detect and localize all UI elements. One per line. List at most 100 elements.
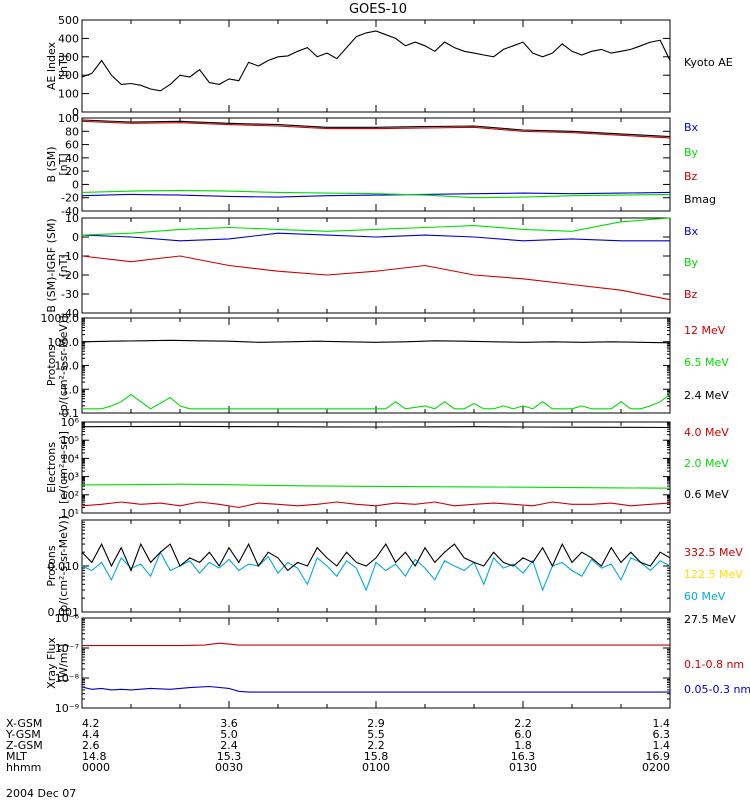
series-line: [81, 30, 671, 92]
legend-entry: Bz: [684, 288, 698, 301]
y-tick-label: 10¹: [61, 507, 79, 520]
y-tick-label: 1000.0: [41, 312, 80, 325]
y-axis-label-line: Protons: [45, 545, 58, 586]
ephemeris-value: 1.4: [653, 739, 671, 752]
series-line: [81, 119, 671, 138]
legend-entry: Bx: [684, 225, 699, 238]
series-line: [81, 120, 671, 139]
series-line: [81, 217, 671, 236]
ephemeris-value: 2.2: [367, 739, 385, 752]
ephemeris-value: 2.2: [514, 717, 532, 730]
y-axis-label-line: [nT]: [57, 254, 70, 276]
ephemeris-value: 5.0: [220, 728, 238, 741]
ephemeris-value: 0030: [215, 761, 243, 774]
legend-entry: By: [684, 256, 699, 269]
panel-frame: [81, 421, 671, 514]
y-tick-label: 10³: [61, 471, 79, 484]
y-axis-label-line: [nT]: [57, 55, 70, 77]
y-axis-label: Protons[p/(cm²-s-sr-MeV)]: [45, 316, 70, 416]
y-tick-label: 100.0: [48, 336, 80, 349]
legend-entry: 2.0 MeV: [684, 457, 729, 470]
legend-entry: Kyoto AE: [684, 56, 733, 69]
series-line: [81, 483, 671, 489]
ephemeris-value: 4.4: [82, 728, 100, 741]
series-line: [81, 501, 671, 509]
y-tick-label: 10⁻⁷: [55, 642, 79, 655]
y-tick-label: 10⁻⁸: [55, 672, 80, 685]
y-axis-label: B (SM)[nT]: [45, 146, 70, 182]
y-tick-label: -20: [61, 269, 79, 282]
ephemeris-row-label: Z-GSM: [6, 739, 43, 752]
y-axis-label: B (SM)-IGRF (SM)[nT]: [45, 218, 70, 312]
y-tick-label: 10: [65, 212, 79, 225]
y-tick-label: 10⁶: [61, 416, 80, 429]
series-line: [81, 191, 671, 198]
panel-1: 0 100 200 300 400 500 AE Index[nT] Kyoto AE: [45, 14, 733, 119]
ephemeris-value: 0130: [509, 761, 537, 774]
legend-entry: 6.5 MeV: [684, 356, 729, 369]
y-axis-label-line: [e/(cm²-s-sr)]: [57, 431, 70, 504]
y-tick-label: 60: [65, 139, 79, 152]
ephemeris-value: 6.3: [653, 728, 671, 741]
legend-entry: Bmag: [684, 193, 716, 206]
series-line: [81, 189, 671, 199]
ephemeris-row-label: MLT: [6, 750, 27, 763]
ephemeris-value: 5.5: [367, 728, 385, 741]
legend-entry: 27.5 MeV: [684, 613, 736, 626]
y-axis-label-line: [W/m²]: [57, 644, 70, 682]
chart-title: GOES-10: [349, 2, 407, 17]
panel-frame: [81, 317, 671, 414]
legend-entry: 0.1-0.8 nm: [684, 658, 744, 671]
y-tick-label: 80: [65, 125, 79, 138]
legend-entry: Bx: [684, 121, 699, 134]
y-tick-label: 0: [72, 178, 79, 191]
y-axis-label-line: Xray Flux: [45, 637, 58, 689]
ephemeris-value: 0200: [642, 761, 670, 774]
legend-entry: 0.05-0.3 nm: [684, 683, 750, 696]
y-tick-label: 20: [65, 165, 79, 178]
y-tick-label: 40: [65, 152, 79, 165]
series-line: [81, 339, 671, 344]
ephemeris-row-label: X-GSM: [6, 717, 42, 730]
series-line: [82, 393, 671, 410]
y-tick-label: 300: [58, 51, 79, 64]
y-tick-label: 0.1: [62, 407, 80, 420]
y-axis-label-line: [nT]: [57, 153, 70, 175]
ephemeris-value: 15.8: [364, 750, 389, 763]
ephemeris-value: 0000: [82, 761, 110, 774]
y-tick-label: 10⁻⁶: [55, 612, 80, 625]
y-tick-label: 100: [58, 112, 79, 125]
date-label: 2004 Dec 07: [6, 787, 76, 800]
y-tick-label: -40: [61, 205, 79, 218]
y-axis-label: AE Index[nT]: [45, 41, 70, 90]
y-tick-label: 10²: [61, 489, 79, 502]
y-axis-label-line: [p/(cm²-s-sr-MeV)]: [57, 316, 70, 416]
y-tick-label: 200: [58, 69, 79, 82]
y-tick-label: 1.0: [62, 383, 80, 396]
y-tick-label: 0: [72, 231, 79, 244]
series-line: [81, 542, 671, 572]
legend-entry: By: [684, 146, 699, 159]
y-tick-label: 400: [58, 32, 79, 45]
panel-frame: [81, 519, 671, 613]
y-tick-label: -30: [61, 288, 79, 301]
y-axis-label: Xray Flux[W/m²]: [45, 637, 70, 689]
ephemeris-row-label: hhmm: [6, 761, 41, 774]
ephemeris-value: 4.2: [82, 717, 100, 730]
ephemeris-value: 15.3: [217, 750, 242, 763]
y-tick-label: 0.010: [48, 560, 80, 573]
legend-entry: 332.5 MeV: [684, 546, 743, 559]
ephemeris-value: 0100: [362, 761, 390, 774]
ephemeris-table: X-GSM 4.2 3.6 2.9 2.2 1.4 Y-GSM 4.4 5.0 5.5 6.0 6.3…: [5, 717, 670, 774]
legend-entry: Bz: [684, 170, 698, 183]
y-axis-label-line: B (SM)-IGRF (SM): [45, 218, 58, 312]
y-axis-label: Electrons[e/(cm²-s-sr)]: [45, 431, 70, 504]
panel-4: 0.11.010.0100.01000.0Protons[p/(cm²-s-sr…: [41, 312, 730, 420]
series-line: [81, 685, 670, 693]
y-axis-label-line: [p/(cm²-s-sr-MeV)]: [57, 516, 70, 616]
series-line: [81, 255, 671, 301]
